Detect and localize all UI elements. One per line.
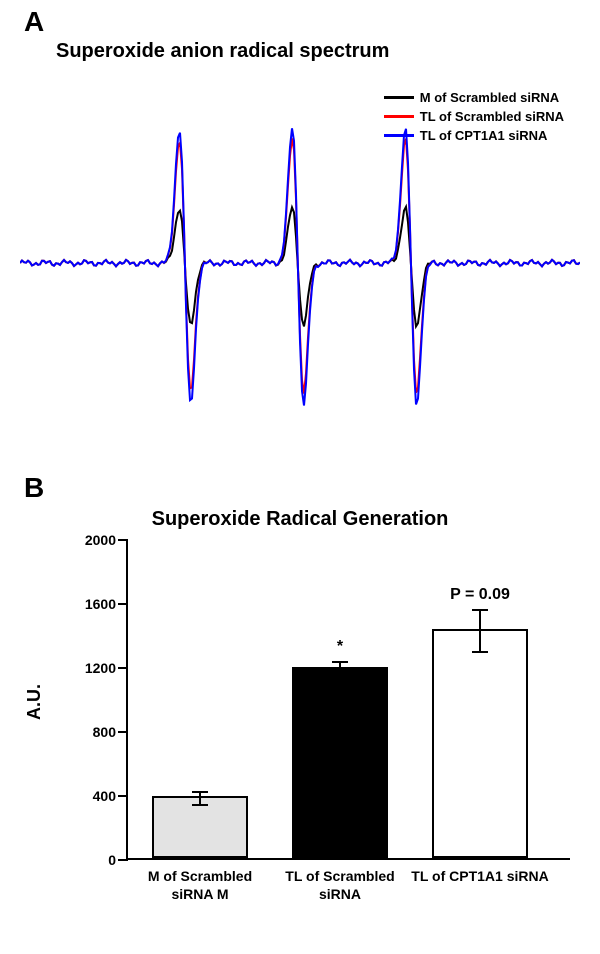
bar-annotation: * — [282, 638, 398, 656]
y-axis-label: A.U. — [24, 684, 45, 720]
error-cap — [192, 804, 208, 806]
legend-row-TL_cpt1a1: TL of CPT1A1 siRNA — [384, 128, 564, 143]
legend-swatch — [384, 134, 414, 137]
error-cap — [332, 675, 348, 677]
error-cap — [472, 609, 488, 611]
legend-swatch — [384, 96, 414, 99]
legend-label: TL of Scrambled siRNA — [420, 109, 564, 124]
chart-area: 0400800120016002000M of Scrambled siRNA … — [126, 540, 570, 860]
x-tick-label: TL of CPT1A1 siRNA — [410, 868, 550, 886]
x-tick-label: M of Scrambled siRNA M — [130, 868, 270, 903]
error-cap — [192, 791, 208, 793]
panel-a-label: A — [24, 6, 44, 38]
error-cap — [332, 661, 348, 663]
legend-swatch — [384, 115, 414, 118]
y-tick-label: 0 — [66, 852, 116, 868]
y-tick-label: 1200 — [66, 660, 116, 676]
y-tick-label: 2000 — [66, 532, 116, 548]
error-bar — [479, 610, 481, 652]
spectrum-line-TL_cpt1a1 — [20, 128, 580, 405]
y-tick — [118, 539, 128, 541]
legend-row-TL_scrambled: TL of Scrambled siRNA — [384, 109, 564, 124]
x-tick-label: TL of Scrambled siRNA — [270, 868, 410, 903]
figure-root: A Superoxide anion radical spectrum M of… — [0, 0, 600, 954]
y-tick — [118, 795, 128, 797]
panel-a-legend: M of Scrambled siRNA TL of Scrambled siRN… — [384, 90, 564, 147]
y-tick — [118, 603, 128, 605]
legend-label: TL of CPT1A1 siRNA — [420, 128, 548, 143]
y-tick-label: 800 — [66, 724, 116, 740]
bar-bar2 — [292, 667, 388, 858]
y-tick-label: 400 — [66, 788, 116, 804]
y-tick — [118, 731, 128, 733]
panel-b-label: B — [24, 472, 44, 504]
legend-label: M of Scrambled siRNA — [420, 90, 559, 105]
y-tick-label: 1600 — [66, 596, 116, 612]
panel-a-plot: M of Scrambled siRNA TL of Scrambled siRN… — [20, 68, 580, 458]
error-cap — [472, 651, 488, 653]
panel-a-title: Superoxide anion radical spectrum — [56, 40, 389, 63]
bar-annotation: P = 0.09 — [422, 586, 538, 604]
error-bar — [339, 662, 341, 676]
legend-row-M_scrambled: M of Scrambled siRNA — [384, 90, 564, 105]
panel-b-title: Superoxide Radical Generation — [0, 508, 600, 531]
y-tick — [118, 667, 128, 669]
panel-b-chart: 0400800120016002000M of Scrambled siRNA … — [60, 540, 570, 900]
bar-bar3 — [432, 629, 528, 858]
y-tick — [118, 859, 128, 861]
